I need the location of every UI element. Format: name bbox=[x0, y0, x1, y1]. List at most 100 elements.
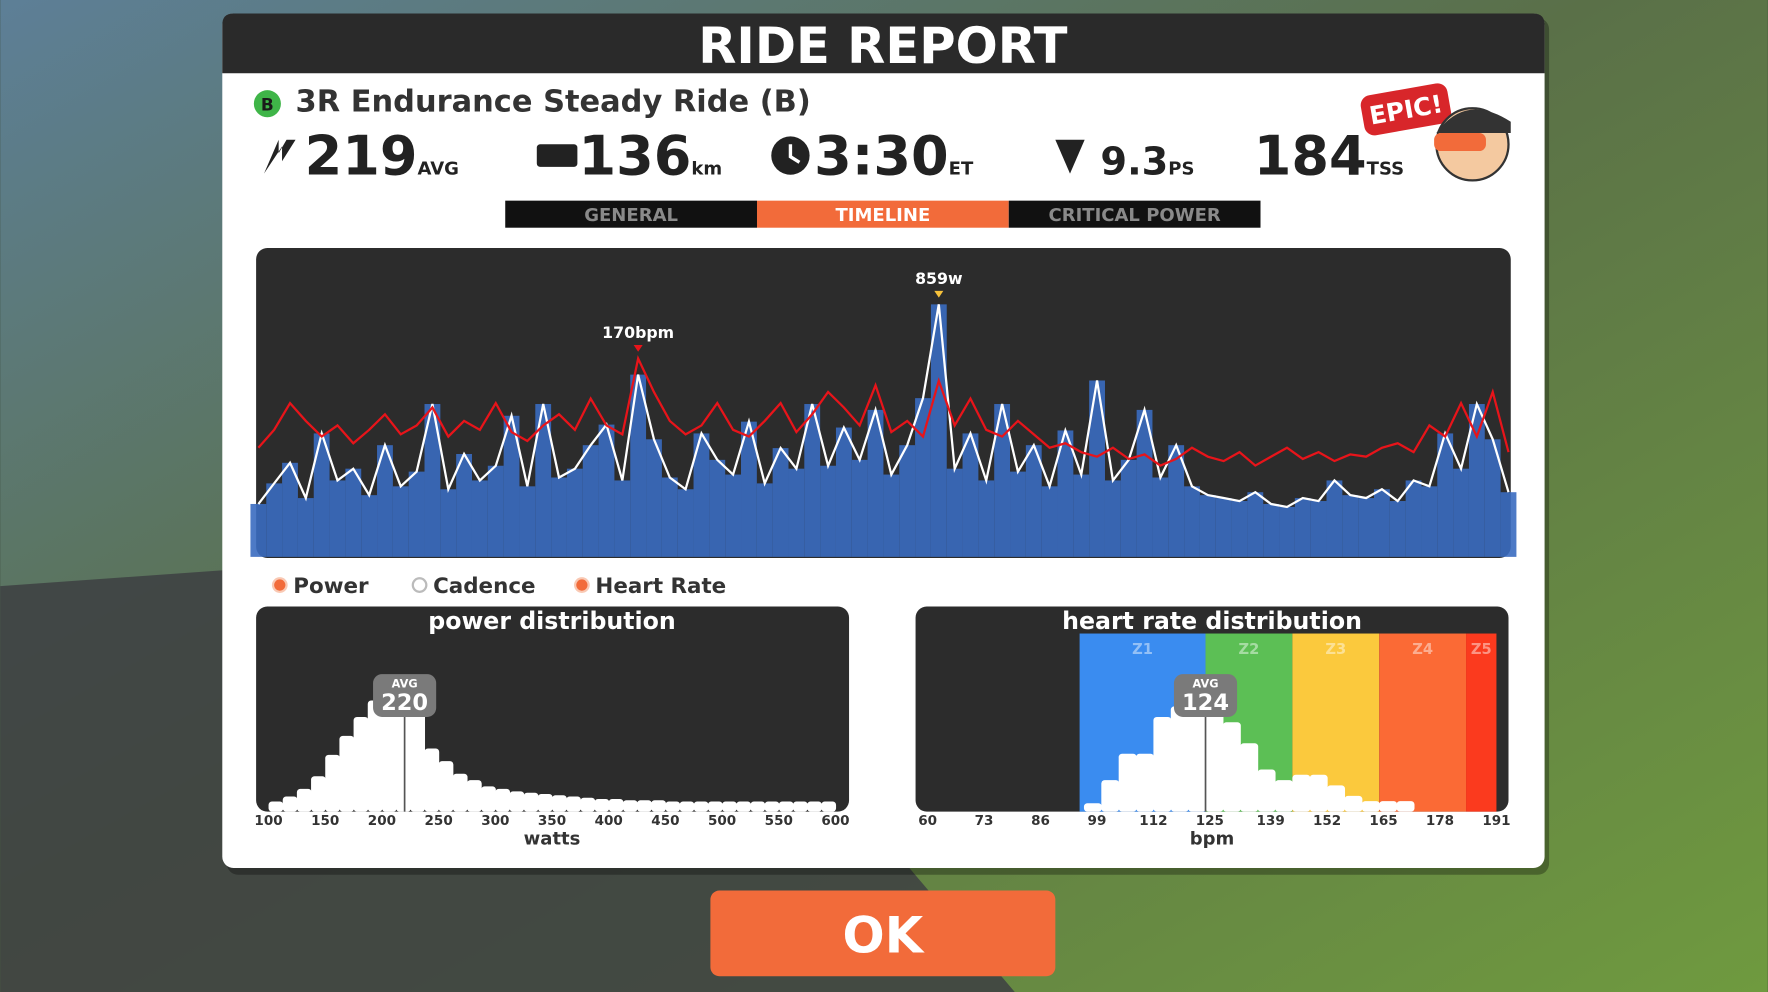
power-bar bbox=[313, 433, 330, 557]
x-tick-label: 600 bbox=[821, 813, 849, 829]
power-bar bbox=[1120, 459, 1137, 557]
tab-bar: GENERAL TIMELINE CRITICAL POWER bbox=[505, 200, 1261, 228]
power-bar bbox=[978, 480, 995, 557]
avg-value: 124 bbox=[1182, 690, 1229, 716]
histogram-bar bbox=[750, 801, 766, 812]
histogram-bar bbox=[1257, 769, 1276, 812]
ride-badge bbox=[253, 90, 281, 118]
power-bar bbox=[282, 462, 298, 557]
stat-value: 9.3 bbox=[1100, 140, 1168, 185]
peak-marker bbox=[934, 290, 944, 298]
stat: 219AVG bbox=[305, 125, 459, 188]
power-distribution: power distribution 100 150 200 250 300 350 400 4… bbox=[254, 607, 849, 849]
power-bar bbox=[1168, 445, 1185, 557]
histogram-bar bbox=[1153, 716, 1172, 812]
legend-label: Cadence bbox=[433, 574, 535, 599]
histogram-bar bbox=[424, 748, 440, 812]
stat-unit: PS bbox=[1168, 159, 1194, 180]
x-tick-label: 152 bbox=[1313, 813, 1341, 829]
histogram-bar bbox=[537, 793, 553, 812]
histogram-bar bbox=[580, 797, 596, 812]
power-bar bbox=[1389, 501, 1406, 557]
tab-label[interactable]: CRITICAL POWER bbox=[1048, 205, 1220, 226]
histogram-bar bbox=[452, 773, 468, 812]
avg-label: AVG bbox=[1193, 678, 1219, 691]
histogram-bar bbox=[778, 801, 794, 812]
power-bar bbox=[788, 468, 805, 557]
histogram-bar bbox=[367, 700, 383, 812]
histogram-bar bbox=[339, 735, 355, 812]
power-bar bbox=[456, 453, 472, 557]
x-tick-label: 550 bbox=[765, 813, 793, 829]
power-bar bbox=[1184, 486, 1200, 557]
histogram-bar bbox=[764, 801, 780, 812]
histogram-bar bbox=[353, 716, 369, 812]
peak-label: 859w bbox=[915, 269, 963, 288]
power-bar bbox=[361, 495, 378, 557]
epic-badge-bg bbox=[1358, 81, 1454, 138]
power-bar bbox=[1373, 489, 1390, 557]
zone-label: Z1 bbox=[1132, 641, 1153, 658]
x-tick-label: 86 bbox=[1031, 813, 1050, 829]
distance-icon bbox=[536, 144, 578, 167]
x-tick-label: 73 bbox=[975, 813, 994, 829]
histogram-bar bbox=[466, 780, 482, 812]
power-bar bbox=[582, 445, 599, 557]
x-tick-label: 450 bbox=[651, 813, 679, 829]
ok-button-label[interactable]: OK bbox=[843, 907, 925, 965]
power-bar bbox=[1500, 492, 1517, 557]
power-bar bbox=[820, 465, 836, 557]
power-bar bbox=[614, 480, 631, 557]
histogram-bar bbox=[282, 796, 298, 812]
power-bar bbox=[1421, 486, 1438, 557]
power-bar bbox=[424, 404, 441, 557]
ok-button[interactable] bbox=[710, 890, 1056, 977]
tab[interactable] bbox=[1008, 200, 1261, 228]
legend-swatch bbox=[574, 577, 590, 593]
tab-label[interactable]: TIMELINE bbox=[835, 205, 930, 226]
x-axis-label: watts bbox=[524, 828, 581, 849]
power-bar bbox=[851, 459, 868, 557]
power-bar bbox=[1231, 501, 1248, 557]
x-tick-label: 150 bbox=[311, 813, 339, 829]
power-bar bbox=[899, 445, 916, 557]
stat: 9.3PS bbox=[1100, 140, 1194, 185]
histogram-bar bbox=[552, 795, 567, 812]
peak-marker bbox=[633, 344, 643, 352]
histogram-bar bbox=[1240, 743, 1259, 812]
power-bar bbox=[1326, 480, 1343, 557]
power-bar bbox=[1279, 506, 1295, 557]
histogram-bar bbox=[396, 691, 411, 812]
power-bar bbox=[693, 433, 710, 557]
power-bar bbox=[1057, 430, 1074, 557]
dist-title: power distribution bbox=[428, 607, 675, 635]
tab-label[interactable]: GENERAL bbox=[584, 205, 678, 226]
x-tick-label: 178 bbox=[1426, 813, 1454, 829]
epic-badge: EPIC! bbox=[1358, 81, 1454, 138]
tab[interactable] bbox=[505, 200, 757, 228]
histogram-bar bbox=[637, 800, 652, 812]
histogram-bar bbox=[325, 754, 340, 812]
power-bar bbox=[1089, 380, 1105, 557]
histogram-bar bbox=[523, 792, 539, 812]
zone-label: Z2 bbox=[1239, 641, 1260, 658]
power-bar bbox=[962, 433, 979, 557]
histogram-bar bbox=[1309, 774, 1328, 812]
tab[interactable] bbox=[756, 200, 1009, 228]
header-title: RIDE REPORT bbox=[698, 17, 1067, 75]
power-bar bbox=[804, 404, 821, 557]
legend-label: Power bbox=[293, 574, 369, 599]
stat-value: 219 bbox=[305, 125, 418, 188]
x-tick-label: 112 bbox=[1139, 813, 1167, 829]
power-bar bbox=[709, 459, 726, 557]
power-bar bbox=[1247, 492, 1264, 557]
power-bar bbox=[297, 498, 314, 557]
power-bar bbox=[1199, 495, 1216, 557]
power-bar bbox=[867, 409, 884, 557]
power-bar bbox=[1294, 498, 1311, 557]
x-tick-label: 400 bbox=[595, 813, 623, 829]
power-bar bbox=[741, 421, 757, 557]
x-tick-label: 139 bbox=[1257, 813, 1285, 829]
power-bar bbox=[329, 480, 346, 557]
